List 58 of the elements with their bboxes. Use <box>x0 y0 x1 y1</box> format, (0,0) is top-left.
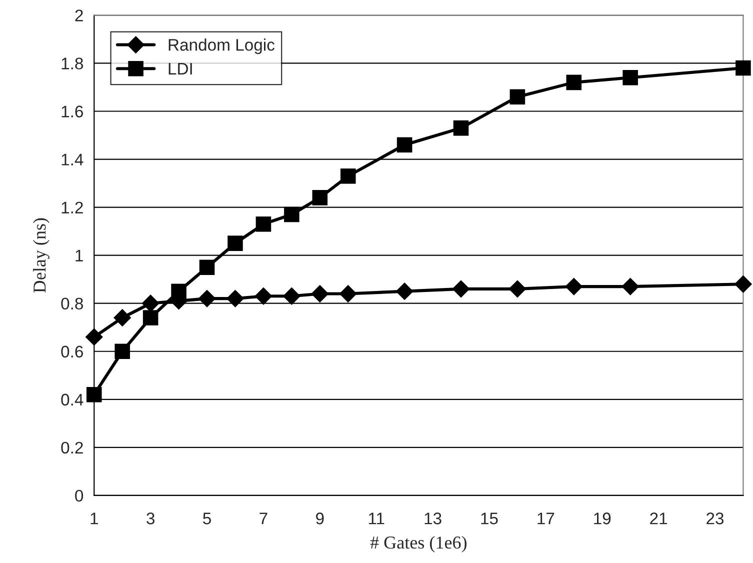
x-tick-label: 7 <box>260 512 268 524</box>
x-axis-title: # Gates (1e6) <box>370 536 467 552</box>
legend-label: LDI <box>168 63 192 74</box>
x-tick-label: 19 <box>594 512 611 524</box>
x-tick-label: 1 <box>90 512 98 524</box>
point <box>312 190 328 206</box>
y-tick-label: 0.2 <box>61 442 83 454</box>
y-tick-label: 0.4 <box>61 394 84 406</box>
point <box>452 280 470 298</box>
point <box>340 168 356 184</box>
point <box>396 137 412 153</box>
x-tick-label: 13 <box>424 512 442 524</box>
y-tick-label: 1.4 <box>62 154 84 166</box>
point <box>311 285 328 302</box>
point <box>86 328 103 346</box>
point <box>510 89 526 104</box>
x-tick-label: 21 <box>650 512 668 524</box>
y-tick-label: 0.8 <box>61 298 83 310</box>
point <box>284 206 300 222</box>
x-tick-label: 23 <box>706 512 724 524</box>
y-tick-label: 0 <box>75 490 84 502</box>
y-tick-label: 1.6 <box>62 106 83 118</box>
legend-label: Random Logic <box>168 38 274 54</box>
point <box>199 260 215 275</box>
y-axis-title: Delay (ns) <box>33 218 50 293</box>
point <box>734 276 752 293</box>
point <box>622 278 639 296</box>
point <box>340 285 357 302</box>
point <box>453 120 469 136</box>
point <box>565 278 582 296</box>
point <box>226 290 244 308</box>
y-tick-label: 1.8 <box>62 58 83 70</box>
point <box>114 344 130 360</box>
x-tick-label: 15 <box>481 512 498 524</box>
x-tick-label: 11 <box>368 512 384 524</box>
point <box>142 294 160 312</box>
point <box>171 284 186 299</box>
point <box>228 236 243 251</box>
point <box>114 309 131 326</box>
point <box>566 74 582 90</box>
point <box>256 216 272 232</box>
y-tick-label: 0.6 <box>61 346 83 358</box>
point <box>622 70 638 86</box>
x-tick-label: 3 <box>146 512 154 524</box>
x-tick-label: 5 <box>203 512 211 524</box>
x-tick-label: 17 <box>538 512 554 524</box>
point <box>86 386 102 402</box>
point <box>508 280 526 298</box>
x-tick-label: 9 <box>316 512 324 524</box>
point <box>396 282 414 300</box>
y-tick-label: 1.2 <box>62 202 83 214</box>
y-tick-label: 2 <box>75 10 83 22</box>
point <box>142 310 158 326</box>
point <box>198 290 216 308</box>
point <box>736 60 751 76</box>
point <box>254 288 272 305</box>
point <box>283 288 300 305</box>
y-tick-label: 1 <box>76 250 83 262</box>
